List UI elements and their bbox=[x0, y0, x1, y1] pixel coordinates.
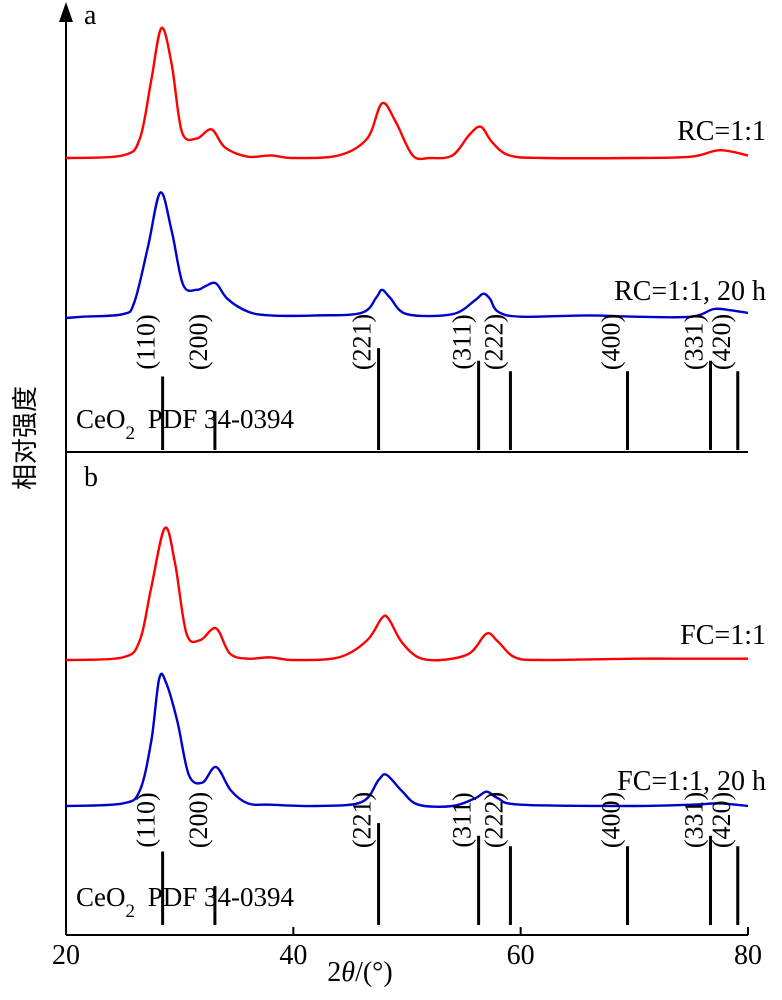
hkl-label: (311) bbox=[448, 792, 477, 847]
hkl-label: (331) bbox=[680, 314, 709, 370]
reference-label: CeO2 PDF 34-0394 bbox=[76, 882, 295, 922]
axes-frame bbox=[59, 2, 748, 936]
fc-11-label: FC=1:1 bbox=[680, 620, 766, 651]
y-axis-label: 相对强度 bbox=[11, 386, 40, 490]
fc-11-20h-curve bbox=[65, 672, 749, 808]
hkl-label: (221) bbox=[348, 314, 377, 370]
hkl-label: (110) bbox=[132, 314, 161, 369]
fc-11-curve bbox=[65, 526, 748, 662]
reference-label: CeO2 PDF 34-0394 bbox=[76, 404, 295, 444]
hkl-label: (331) bbox=[680, 792, 709, 848]
hkl-label: (110) bbox=[132, 792, 161, 847]
panel-a: aRC=1:1RC=1:1, 20 h(110) (200) (221) (311)(… bbox=[65, 0, 766, 450]
hkl-label: (420) bbox=[707, 314, 736, 370]
panels: aRC=1:1RC=1:1, 20 h(110) (200) (221) (311)(… bbox=[65, 0, 766, 925]
x-axis-label: 2θ/(°) bbox=[327, 957, 392, 988]
panel-letter: a bbox=[84, 0, 97, 31]
x-tick-label: 60 bbox=[507, 940, 535, 971]
hkl-label: (311) bbox=[448, 314, 477, 369]
panel-b: bFC=1:1FC=1:1, 20 h(110) (200) (221) (311)(… bbox=[65, 462, 766, 925]
rc-11-curve bbox=[65, 26, 749, 161]
hkl-label: (222) bbox=[479, 314, 508, 370]
hkl-label: (221) bbox=[348, 792, 377, 848]
fc-11-20h-label: FC=1:1, 20 h bbox=[617, 766, 766, 797]
rc-11-20h-label: RC=1:1, 20 h bbox=[614, 276, 766, 307]
hkl-label: (200) bbox=[184, 792, 213, 848]
x-ticks: 20 40 60 80 bbox=[52, 927, 762, 971]
y-axis-arrow bbox=[59, 2, 73, 22]
rc-11-20h-curve bbox=[65, 191, 749, 320]
x-tick-label: 20 bbox=[52, 940, 80, 971]
hkl-label: (400) bbox=[597, 792, 626, 848]
hkl-label: (222) bbox=[479, 792, 508, 848]
hkl-label: (400) bbox=[597, 314, 626, 370]
hkl-label: (200) bbox=[184, 314, 213, 370]
x-tick-label: 80 bbox=[734, 940, 762, 971]
hkl-label: (420) bbox=[707, 792, 736, 848]
rc-11-label: RC=1:1 bbox=[677, 116, 766, 147]
x-tick-label: 40 bbox=[279, 940, 307, 971]
panel-letter: b bbox=[84, 462, 98, 493]
